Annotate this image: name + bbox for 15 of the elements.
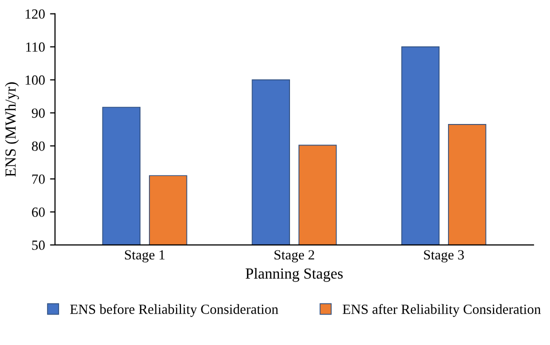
legend-label: ENS before Reliability Consideration [70, 304, 278, 317]
legend-label: ENS after Reliability Consideration [342, 304, 541, 317]
y-tick-label: 110 [26, 42, 45, 52]
x-tick-label: Stage 2 [274, 250, 314, 262]
y-axis-title: ENS (MWh/yr) [4, 82, 19, 177]
y-tick-label: 120 [26, 9, 45, 19]
y-tick-label: 60 [32, 208, 45, 217]
y-tick-label: 90 [32, 108, 45, 118]
x-tick-label: Stage 1 [125, 250, 165, 262]
y-tick-label: 70 [32, 174, 45, 184]
y-tick-label: 50 [32, 240, 45, 250]
y-tick-label: 100 [26, 75, 45, 85]
y-tick-label: 80 [32, 141, 45, 151]
x-tick-label: Stage 3 [424, 250, 464, 262]
x-axis-title: Planning Stages [246, 268, 343, 282]
